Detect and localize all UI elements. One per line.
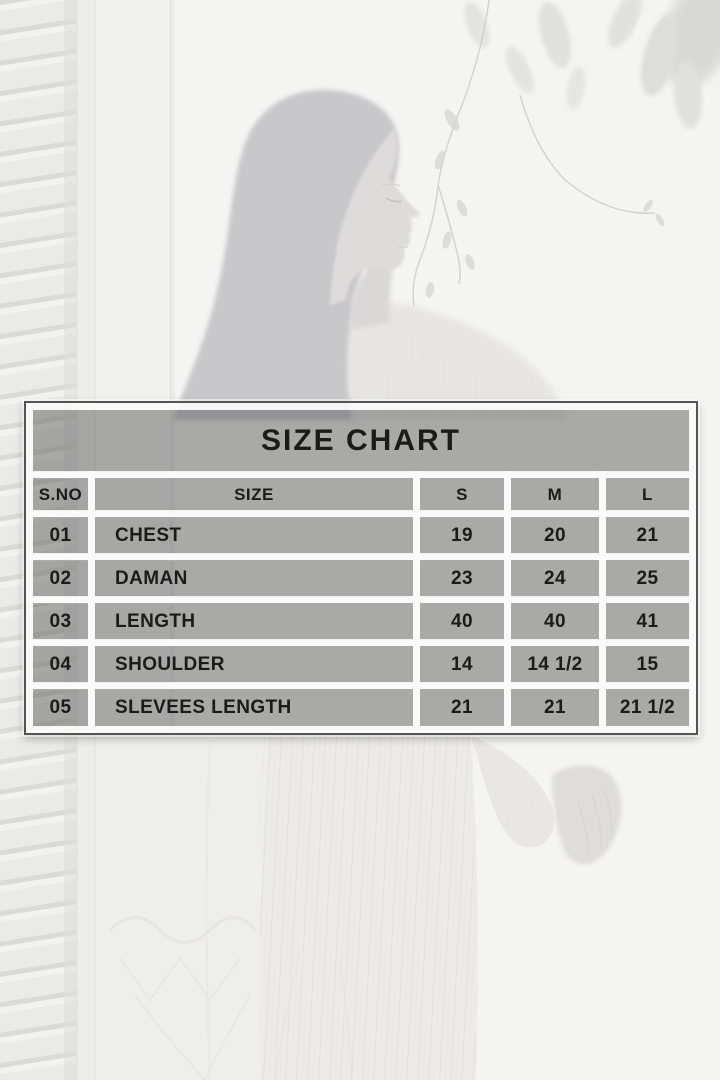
size-m-value-cell: 21	[511, 689, 599, 726]
measurement-name-cell: DAMAN	[95, 560, 413, 597]
size-m-value-cell: 24	[511, 560, 599, 597]
table-row: 05 SLEVEES LENGTH 21 21 21 1/2	[33, 689, 689, 726]
col-header-sno: S.NO	[33, 478, 88, 511]
col-header-l: L	[606, 478, 689, 511]
table-row: 01 CHEST 19 20 21	[33, 517, 689, 554]
leaf-cluster-corner	[608, 0, 720, 129]
closed-eye	[385, 197, 403, 203]
size-m-value-cell: 40	[511, 603, 599, 640]
hand	[552, 765, 622, 865]
branches	[412, 0, 720, 307]
measurement-name-cell: LENGTH	[95, 603, 413, 640]
col-header-m: M	[511, 478, 599, 511]
col-header-s: S	[420, 478, 504, 511]
size-l-value-cell: 25	[606, 560, 689, 597]
size-l-value-cell: 15	[606, 646, 689, 683]
dupatta	[96, 735, 268, 1080]
row-number-cell: 05	[33, 689, 88, 726]
dress-lower	[96, 735, 622, 1080]
col-header-size: SIZE	[95, 478, 413, 511]
face	[330, 128, 420, 306]
size-m-value-cell: 20	[511, 517, 599, 554]
size-s-value-cell: 40	[420, 603, 504, 640]
earring	[340, 245, 348, 253]
size-s-value-cell: 21	[420, 689, 504, 726]
size-l-value-cell: 21	[606, 517, 689, 554]
table-row: 02 DAMAN 23 24 25	[33, 560, 689, 597]
row-number-cell: 01	[33, 517, 88, 554]
size-l-value-cell: 21 1/2	[606, 689, 689, 726]
table-row: 03 LENGTH 40 40 41	[33, 603, 689, 640]
size-m-value-cell: 14 1/2	[511, 646, 599, 683]
hair	[172, 89, 399, 420]
eyebrow	[381, 183, 401, 187]
measurement-name-cell: SLEVEES LENGTH	[95, 689, 413, 726]
measurement-name-cell: SHOULDER	[95, 646, 413, 683]
row-number-cell: 04	[33, 646, 88, 683]
size-l-value-cell: 41	[606, 603, 689, 640]
size-s-value-cell: 19	[420, 517, 504, 554]
size-chart-header-row: S.NO SIZE S M L	[33, 478, 689, 511]
measurement-name-cell: CHEST	[95, 517, 413, 554]
size-s-value-cell: 23	[420, 560, 504, 597]
woman-figure	[172, 89, 566, 420]
row-number-cell: 03	[33, 603, 88, 640]
table-row: 04 SHOULDER 14 14 1/2 15	[33, 646, 689, 683]
size-s-value-cell: 14	[420, 646, 504, 683]
branch-leaflets	[425, 109, 665, 298]
size-chart-title: SIZE CHART	[33, 410, 689, 472]
lips	[397, 245, 409, 249]
neck	[350, 268, 393, 330]
row-number-cell: 02	[33, 560, 88, 597]
size-chart-table: SIZE CHART S.NO SIZE S M L 01 CHEST 19 2…	[24, 401, 698, 735]
